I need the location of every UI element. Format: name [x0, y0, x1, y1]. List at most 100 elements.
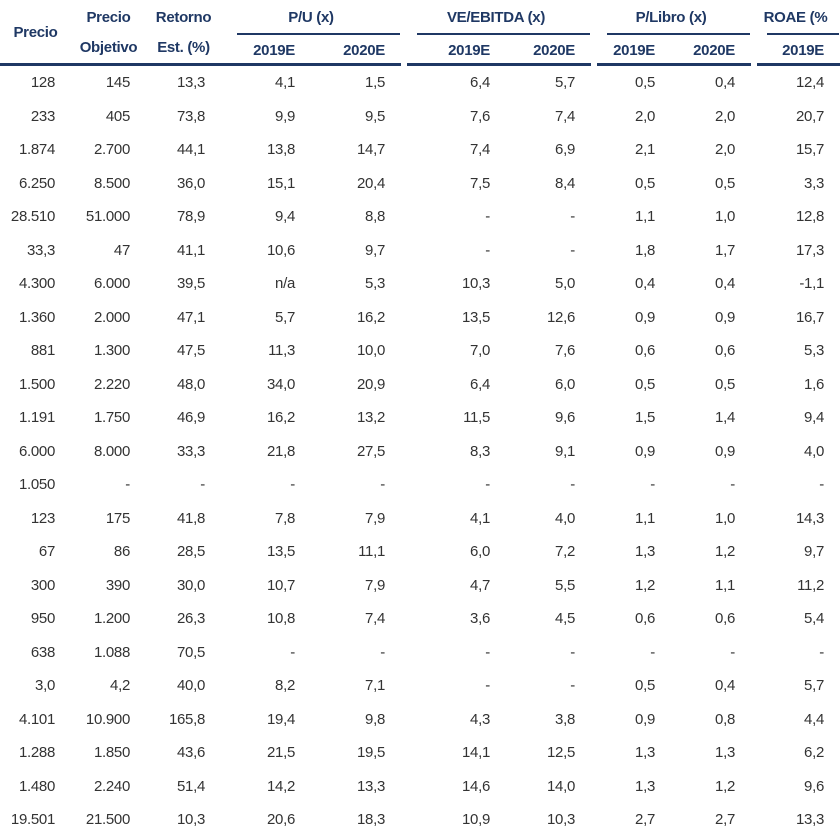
- table-cell: 175: [105, 509, 130, 527]
- table-cell: 6,4: [470, 375, 490, 393]
- table-cell: 2.700: [93, 141, 130, 159]
- table-cell: 12,4: [796, 74, 824, 92]
- table-cell: 20,7: [796, 107, 824, 125]
- table-cell: 1,8: [635, 241, 655, 259]
- table-cell: 8,2: [275, 677, 295, 695]
- table-cell: 8.500: [93, 174, 130, 192]
- table-cell: 950: [30, 610, 55, 628]
- table-cell: 123: [30, 509, 55, 527]
- table-cell: 51.000: [85, 208, 130, 226]
- table-cell: 8,3: [470, 442, 490, 460]
- group-header-roae: ROAE (%: [751, 0, 840, 35]
- table-cell: 1.200: [93, 610, 130, 628]
- retorno-line2: Est. (%): [157, 39, 210, 56]
- table-cell: 8,4: [555, 174, 575, 192]
- table-cell: 10,7: [267, 576, 295, 594]
- table-cell: -: [200, 476, 205, 494]
- table-cell: 1,6: [804, 375, 824, 393]
- table-cell: 8.000: [93, 442, 130, 460]
- table-cell: 0,6: [715, 342, 735, 360]
- table-cell: 14,6: [462, 777, 490, 795]
- header-row-years: 2019E 2020E 2019E 2020E 2019E 2020E 2019…: [0, 35, 840, 66]
- table-cell: 47: [113, 241, 130, 259]
- table-cell: 1,3: [635, 777, 655, 795]
- table-cell: -: [125, 476, 130, 494]
- table-cell: 27,5: [357, 442, 385, 460]
- table-cell: 6,0: [555, 375, 575, 393]
- table-cell: 0,9: [635, 442, 655, 460]
- table-cell: 10,3: [462, 275, 490, 293]
- table-cell: 0,6: [635, 342, 655, 360]
- table-cell: 28.510: [10, 208, 55, 226]
- table-cell: 12,6: [547, 308, 575, 326]
- table-cell: 9,6: [804, 777, 824, 795]
- table-cell: -1,1: [799, 275, 824, 293]
- table-row: 6.250 8.500 36,0 15,1 20,4 7,5 8,4 0,5 0,5 3,3: [0, 167, 840, 201]
- table-cell: 0,9: [635, 308, 655, 326]
- table-row: 4.101 10.900 165,8 19,4 9,8 4,3 3,8 0,9 0,8 4,4: [0, 703, 840, 737]
- table-cell: 15,7: [796, 141, 824, 159]
- table-cell: 40,0: [177, 677, 205, 695]
- table-cell: 7,1: [365, 677, 385, 695]
- table-cell: 2.000: [93, 308, 130, 326]
- table-cell: 7,4: [365, 610, 385, 628]
- table-cell: 20,6: [267, 811, 295, 829]
- table-cell: 0,5: [635, 677, 655, 695]
- subheader-plibro-2020e: 2020E: [671, 35, 751, 66]
- table-cell: 0,5: [635, 174, 655, 192]
- table-cell: 1,3: [635, 543, 655, 561]
- table-cell: 14,0: [547, 777, 575, 795]
- precio-objetivo-line1: Precio: [86, 9, 131, 26]
- table-row: 28.510 51.000 78,9 9,4 8,8 - - 1,1 1,0 12,8: [0, 200, 840, 234]
- table-cell: 1,0: [715, 509, 735, 527]
- table-cell: 28,5: [177, 543, 205, 561]
- table-cell: 5,7: [804, 677, 824, 695]
- table-cell: 18,3: [357, 811, 385, 829]
- table-row: 67 86 28,5 13,5 11,1 6,0 7,2 1,3 1,2 9,7: [0, 535, 840, 569]
- table-cell: 4,0: [804, 442, 824, 460]
- table-cell: 14,3: [796, 509, 824, 527]
- table-cell: 0,9: [715, 308, 735, 326]
- table-cell: 9,6: [555, 409, 575, 427]
- table-cell: 1,5: [365, 74, 385, 92]
- table-cell: 1.750: [93, 409, 130, 427]
- table-cell: 2.220: [93, 375, 130, 393]
- table-cell: 13,3: [357, 777, 385, 795]
- table-row: 1.288 1.850 43,6 21,5 19,5 14,1 12,5 1,3 1,3 6,2: [0, 736, 840, 770]
- table-cell: 2,7: [715, 811, 735, 829]
- table-cell: 9,8: [365, 710, 385, 728]
- table-cell: 4,1: [470, 509, 490, 527]
- table-cell: 1,1: [635, 208, 655, 226]
- table-cell: 21,8: [267, 442, 295, 460]
- table-cell: 5,5: [555, 576, 575, 594]
- table-cell: 3,6: [470, 610, 490, 628]
- table-cell: 4,5: [555, 610, 575, 628]
- table-cell: 12,5: [547, 744, 575, 762]
- table-row: 233 405 73,8 9,9 9,5 7,6 7,4 2,0 2,0 20,7: [0, 100, 840, 134]
- table-cell: -: [730, 643, 735, 661]
- table-cell: 1.360: [18, 308, 55, 326]
- table-cell: 43,6: [177, 744, 205, 762]
- table-cell: 10.900: [85, 710, 130, 728]
- table-cell: 7,6: [555, 342, 575, 360]
- col-header-precio: Precio: [0, 0, 71, 66]
- subheader-pu-2020e: 2020E: [311, 35, 401, 66]
- table-cell: 0,5: [635, 375, 655, 393]
- table-cell: -: [485, 677, 490, 695]
- table-cell: 1.191: [18, 409, 55, 427]
- table-cell: 86: [113, 543, 130, 561]
- table-cell: 1,3: [715, 744, 735, 762]
- table-cell: 13,2: [357, 409, 385, 427]
- table-cell: 33,3: [177, 442, 205, 460]
- table-cell: 6.250: [18, 174, 55, 192]
- table-cell: 1.050: [18, 476, 55, 494]
- table-cell: 30,0: [177, 576, 205, 594]
- col-header-precio-objetivo: Precio Objetivo: [71, 0, 146, 66]
- table-cell: 15,1: [267, 174, 295, 192]
- table-cell: 5,7: [275, 308, 295, 326]
- table-row: 1.500 2.220 48,0 34,0 20,9 6,4 6,0 0,5 0,5 1,6: [0, 368, 840, 402]
- subheader-roae-2019e: 2019E: [751, 35, 840, 66]
- table-cell: 1.500: [18, 375, 55, 393]
- table-cell: 10,9: [462, 811, 490, 829]
- table-row: 4.300 6.000 39,5 n/a 5,3 10,3 5,0 0,4 0,4 -1,1: [0, 267, 840, 301]
